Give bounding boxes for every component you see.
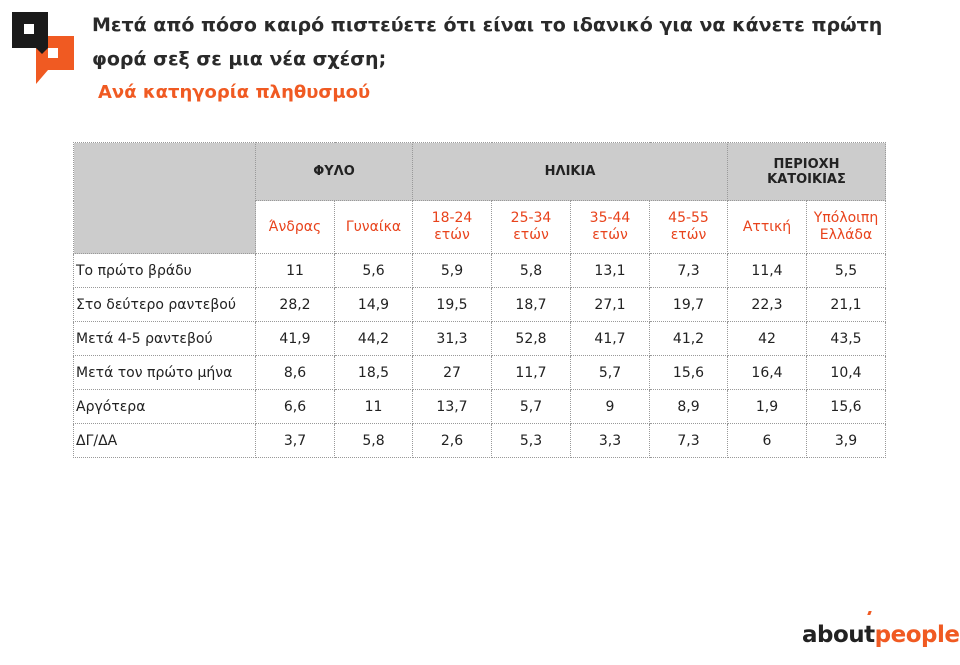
data-table: ΦΥΛΟ ΗΛΙΚΙΑ ΠΕΡΙΟΧΗ ΚΑΤΟΙΚΙΑΣ Άνδρας Γυνα… xyxy=(73,142,886,458)
logo-icon xyxy=(12,12,74,84)
table-cell: 5,9 xyxy=(412,253,492,288)
table-cell: 6,6 xyxy=(255,389,335,424)
table-cell: 5,7 xyxy=(491,389,571,424)
table-cell: 10,4 xyxy=(806,355,886,390)
corner-cell xyxy=(73,142,256,254)
table-row: ΔΓ/ΔΑ 3,7 5,8 2,6 5,3 3,3 7,3 6 3,9 xyxy=(73,423,886,458)
column-header: 45-55 ετών xyxy=(649,200,728,254)
column-header: 25-34 ετών xyxy=(491,200,571,254)
table-cell: 22,3 xyxy=(727,287,807,322)
brand-accent xyxy=(867,611,872,615)
page-title: Μετά από πόσο καιρό πιστεύετε ότι είναι … xyxy=(92,14,883,70)
brand-text-people: people xyxy=(874,622,960,648)
table-cell: 11 xyxy=(334,389,413,424)
table-cell: 27,1 xyxy=(570,287,650,322)
table-cell: 44,2 xyxy=(334,321,413,356)
row-label: Αργότερα xyxy=(73,389,256,424)
group-header: ΦΥΛΟ xyxy=(255,142,413,201)
table-cell: 28,2 xyxy=(255,287,335,322)
table-cell: 8,6 xyxy=(255,355,335,390)
table-cell: 2,6 xyxy=(412,423,492,458)
table-cell: 52,8 xyxy=(491,321,571,356)
table-cell: 5,6 xyxy=(334,253,413,288)
table-cell: 7,3 xyxy=(649,423,728,458)
table-cell: 18,7 xyxy=(491,287,571,322)
row-label: Στο δεύτερο ραντεβού xyxy=(73,287,256,322)
table-cell: 41,7 xyxy=(570,321,650,356)
column-header: 18-24 ετών xyxy=(412,200,492,254)
table-cell: 13,7 xyxy=(412,389,492,424)
table-cell: 5,7 xyxy=(570,355,650,390)
table-cell: 11,4 xyxy=(727,253,807,288)
column-header: Άνδρας xyxy=(255,200,335,254)
column-header: 35-44 ετών xyxy=(570,200,650,254)
table-cell: 15,6 xyxy=(649,355,728,390)
brand-text-about: about xyxy=(802,622,875,648)
row-label: Μετά 4-5 ραντεβού xyxy=(73,321,256,356)
page-subtitle: Ανά κατηγορία πληθυσμού xyxy=(98,82,371,103)
column-header: Υπόλοιπη Ελλάδα xyxy=(806,200,886,254)
column-header: Αττική xyxy=(727,200,807,254)
table-cell: 15,6 xyxy=(806,389,886,424)
table-cell: 14,9 xyxy=(334,287,413,322)
table-cell: 6 xyxy=(727,423,807,458)
table-cell: 8,9 xyxy=(649,389,728,424)
table-cell: 43,5 xyxy=(806,321,886,356)
table-cell: 16,4 xyxy=(727,355,807,390)
row-label: Το πρώτο βράδυ xyxy=(73,253,256,288)
table-cell: 1,9 xyxy=(727,389,807,424)
table-cell: 13,1 xyxy=(570,253,650,288)
group-header: ΠΕΡΙΟΧΗ ΚΑΤΟΙΚΙΑΣ xyxy=(727,142,886,201)
table-row: Μετά 4-5 ραντεβού 41,9 44,2 31,3 52,8 41,7 41,… xyxy=(73,321,886,356)
brand-logo: aboutpeople xyxy=(802,622,960,648)
table-cell: 7,3 xyxy=(649,253,728,288)
table-cell: 3,3 xyxy=(570,423,650,458)
table-cell: 5,5 xyxy=(806,253,886,288)
table-cell: 42 xyxy=(727,321,807,356)
table-cell: 27 xyxy=(412,355,492,390)
table-cell: 31,3 xyxy=(412,321,492,356)
table-row: Το πρώτο βράδυ 11 5,6 5,9 5,8 13,1 7,3 11,4 5,5 xyxy=(73,253,886,288)
table-cell: 5,8 xyxy=(491,253,571,288)
table-cell: 41,9 xyxy=(255,321,335,356)
row-label: Μετά τον πρώτο μήνα xyxy=(73,355,256,390)
table-row: Μετά τον πρώτο μήνα 8,6 18,5 27 11,7 5,7 15,6 1… xyxy=(73,355,886,390)
table-cell: 3,7 xyxy=(255,423,335,458)
table-cell: 11 xyxy=(255,253,335,288)
table-cell: 5,3 xyxy=(491,423,571,458)
table-cell: 11,7 xyxy=(491,355,571,390)
table-cell: 41,2 xyxy=(649,321,728,356)
table-cell: 5,8 xyxy=(334,423,413,458)
table-cell: 21,1 xyxy=(806,287,886,322)
table-cell: 3,9 xyxy=(806,423,886,458)
table-cell: 9 xyxy=(570,389,650,424)
column-header: Γυναίκα xyxy=(334,200,413,254)
row-label: ΔΓ/ΔΑ xyxy=(73,423,256,458)
table-row: Στο δεύτερο ραντεβού 28,2 14,9 19,5 18,7 27,1… xyxy=(73,287,886,322)
table-row: Αργότερα 6,6 11 13,7 5,7 9 8,9 1,9 15,6 xyxy=(73,389,886,424)
table-cell: 19,5 xyxy=(412,287,492,322)
group-header: ΗΛΙΚΙΑ xyxy=(412,142,728,201)
table-cell: 19,7 xyxy=(649,287,728,322)
table-cell: 18,5 xyxy=(334,355,413,390)
